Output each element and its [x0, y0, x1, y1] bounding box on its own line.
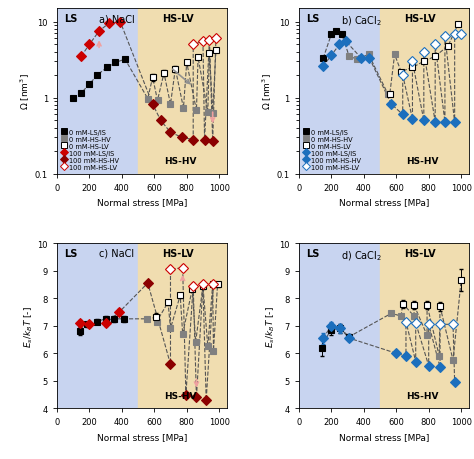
Text: c) NaCl: c) NaCl [100, 248, 135, 258]
Text: HS-LV: HS-LV [404, 14, 436, 24]
Text: HS-HV: HS-HV [164, 391, 197, 400]
X-axis label: Normal stress [MPa]: Normal stress [MPa] [339, 198, 429, 207]
Text: HS-HV: HS-HV [406, 157, 439, 166]
Text: HS-HV: HS-HV [164, 157, 197, 166]
Text: HS-LV: HS-LV [163, 14, 194, 24]
Bar [380, 9, 469, 174]
Text: HS-HV: HS-HV [406, 391, 439, 400]
Y-axis label: $\Omega$ [nm$^3$]: $\Omega$ [nm$^3$] [19, 73, 32, 110]
Bar [299, 243, 380, 409]
Legend: 0 mM-LS/IS, 0 mM-HS-HV, 0 mM-HS-LV, 100 mM-LS/IS, 100 mM-HS-HV, 100 mM-HS-LV: 0 mM-LS/IS, 0 mM-HS-HV, 0 mM-HS-LV, 100 … [301, 128, 362, 172]
X-axis label: Normal stress [MPa]: Normal stress [MPa] [339, 432, 429, 441]
Text: LS: LS [64, 14, 77, 24]
Text: LS: LS [64, 248, 77, 258]
X-axis label: Normal stress [MPa]: Normal stress [MPa] [97, 432, 187, 441]
Text: a) NaCl: a) NaCl [100, 14, 135, 24]
Y-axis label: $\Omega$ [nm$^3$]: $\Omega$ [nm$^3$] [261, 73, 274, 110]
Bar [380, 243, 469, 409]
Y-axis label: $E_s/k_BT$ [-]: $E_s/k_BT$ [-] [22, 305, 35, 347]
Text: LS: LS [306, 14, 319, 24]
Text: b) CaCl$_2$: b) CaCl$_2$ [341, 14, 383, 28]
Bar [57, 9, 138, 174]
Text: d) CaCl$_2$: d) CaCl$_2$ [341, 248, 383, 262]
Bar [299, 9, 380, 174]
Text: LS: LS [306, 248, 319, 258]
Text: HS-LV: HS-LV [404, 248, 436, 258]
Y-axis label: $E_s/k_BT$ [-]: $E_s/k_BT$ [-] [264, 305, 276, 347]
Bar [138, 9, 228, 174]
Text: HS-LV: HS-LV [163, 248, 194, 258]
Bar [138, 243, 228, 409]
Bar [57, 243, 138, 409]
Legend: 0 mM-LS/IS, 0 mM-HS-HV, 0 mM-HS-LV, 100 mM-LS/IS, 100 mM-HS-HV, 100 mM-HS-LV: 0 mM-LS/IS, 0 mM-HS-HV, 0 mM-HS-LV, 100 … [60, 128, 120, 172]
X-axis label: Normal stress [MPa]: Normal stress [MPa] [97, 198, 187, 207]
